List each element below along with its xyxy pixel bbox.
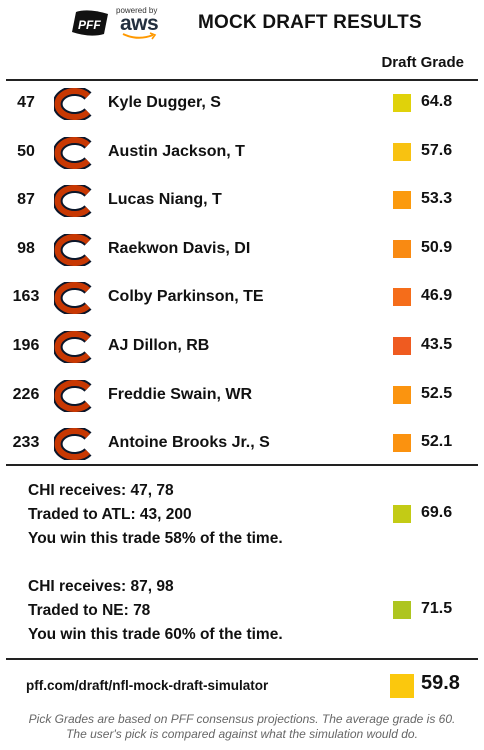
pick-row: 47 Kyle Dugger, S 64.8	[0, 80, 484, 128]
player-name: Colby Parkinson, TE	[108, 288, 264, 306]
pick-row: 163 Colby Parkinson, TE 46.9	[0, 274, 484, 322]
trade-win-rate: You win this trade 60% of the time.	[28, 626, 283, 643]
chicago-bears-c-icon	[54, 185, 92, 218]
player-name: Raekwon Davis, DI	[108, 239, 251, 257]
pick-row: 98 Raekwon Davis, DI 50.9	[0, 226, 484, 274]
trade-grade-swatch	[393, 601, 411, 619]
pick-row: 226 Freddie Swain, WR 52.5	[0, 372, 484, 420]
trade-traded: Traded to NE: 78	[28, 602, 151, 619]
player-name: Kyle Dugger, S	[108, 94, 221, 111]
grade-swatch	[393, 288, 411, 307]
chicago-bears-c-icon	[54, 233, 92, 266]
grade-swatch	[393, 239, 411, 258]
trade-grade-swatch	[393, 505, 411, 523]
player-name: AJ Dillon, RB	[108, 337, 210, 354]
pick-number: 163	[12, 288, 40, 306]
chicago-bears-c-icon	[54, 379, 92, 412]
footnote-line-1: Pick Grades are based on PFF consensus p…	[28, 712, 456, 726]
divider	[6, 658, 478, 660]
player-name: Freddie Swain, WR	[108, 385, 253, 403]
simulator-link[interactable]: pff.com/draft/nfl-mock-draft-simulator	[26, 678, 269, 693]
trade-grade: 69.6	[421, 504, 453, 521]
chicago-bears-c-icon	[54, 282, 92, 315]
player-name: Lucas Niang, T	[108, 191, 222, 209]
pick-number: 196	[12, 337, 40, 354]
pick-number: 98	[17, 239, 35, 257]
pick-grade: 64.8	[421, 93, 453, 110]
aws-powered-by: powered by	[116, 6, 158, 15]
chicago-bears-c-icon	[54, 428, 92, 461]
chicago-bears-c-icon	[54, 136, 92, 169]
grade-swatch	[393, 191, 411, 210]
pick-number: 233	[12, 434, 40, 452]
pick-row: 50 Austin Jackson, T 57.6	[0, 129, 484, 177]
aws-logo: powered by aws	[116, 6, 162, 40]
chicago-bears-c-icon	[54, 88, 92, 120]
pick-grade: 57.6	[421, 141, 453, 159]
player-name: Austin Jackson, T	[108, 142, 245, 160]
pick-grade: 46.9	[421, 287, 453, 305]
divider	[6, 79, 478, 81]
trade-receives: CHI receives: 47, 78	[28, 482, 174, 499]
aws-smile-icon	[122, 32, 157, 40]
grade-swatch	[393, 337, 411, 355]
grade-swatch	[393, 434, 411, 453]
draft-grade-column-header: Draft Grade	[381, 54, 464, 71]
pick-number: 47	[17, 94, 35, 111]
grade-swatch	[393, 142, 411, 161]
divider	[6, 464, 478, 466]
overall-grade: 59.8	[421, 672, 460, 694]
trade-block: CHI receives: 47, 78 Traded to ATL: 43, 2…	[0, 468, 484, 560]
aws-text: aws	[120, 12, 159, 35]
trade-block: CHI receives: 87, 98 Traded to NE: 78 You …	[0, 564, 484, 656]
grade-swatch	[393, 385, 411, 404]
footnote-line-2: The user's pick is compared against what…	[66, 727, 418, 741]
pick-row: 87 Lucas Niang, T 53.3	[0, 177, 484, 225]
pick-row: 233 Antoine Brooks Jr., S 52.1	[0, 420, 484, 468]
pff-logo-text: PFF	[78, 18, 101, 32]
pick-grade: 50.9	[421, 238, 453, 256]
pick-grade: 43.5	[421, 336, 453, 353]
pff-logo: PFF	[72, 10, 108, 36]
summary-row: pff.com/draft/nfl-mock-draft-simulator 5…	[0, 662, 484, 710]
pick-number: 87	[17, 191, 35, 209]
chicago-bears-c-icon	[54, 331, 92, 363]
pick-number: 50	[17, 142, 35, 160]
pick-number: 226	[12, 385, 40, 403]
trade-traded: Traded to ATL: 43, 200	[28, 506, 192, 523]
trade-receives: CHI receives: 87, 98	[28, 578, 174, 595]
pick-grade: 53.3	[421, 190, 453, 208]
pick-row: 196 AJ Dillon, RB 43.5	[0, 323, 484, 371]
player-name: Antoine Brooks Jr., S	[108, 434, 270, 452]
overall-grade-swatch	[390, 674, 414, 698]
trade-grade: 71.5	[421, 600, 453, 617]
pick-grade: 52.5	[421, 384, 453, 402]
grade-swatch	[393, 94, 411, 112]
page-title: MOCK DRAFT RESULTS	[198, 12, 422, 33]
header: PFF powered by aws MOCK DRAFT RESULTS	[0, 0, 484, 48]
trade-win-rate: You win this trade 58% of the time.	[28, 530, 283, 547]
pick-grade: 52.1	[421, 433, 453, 451]
